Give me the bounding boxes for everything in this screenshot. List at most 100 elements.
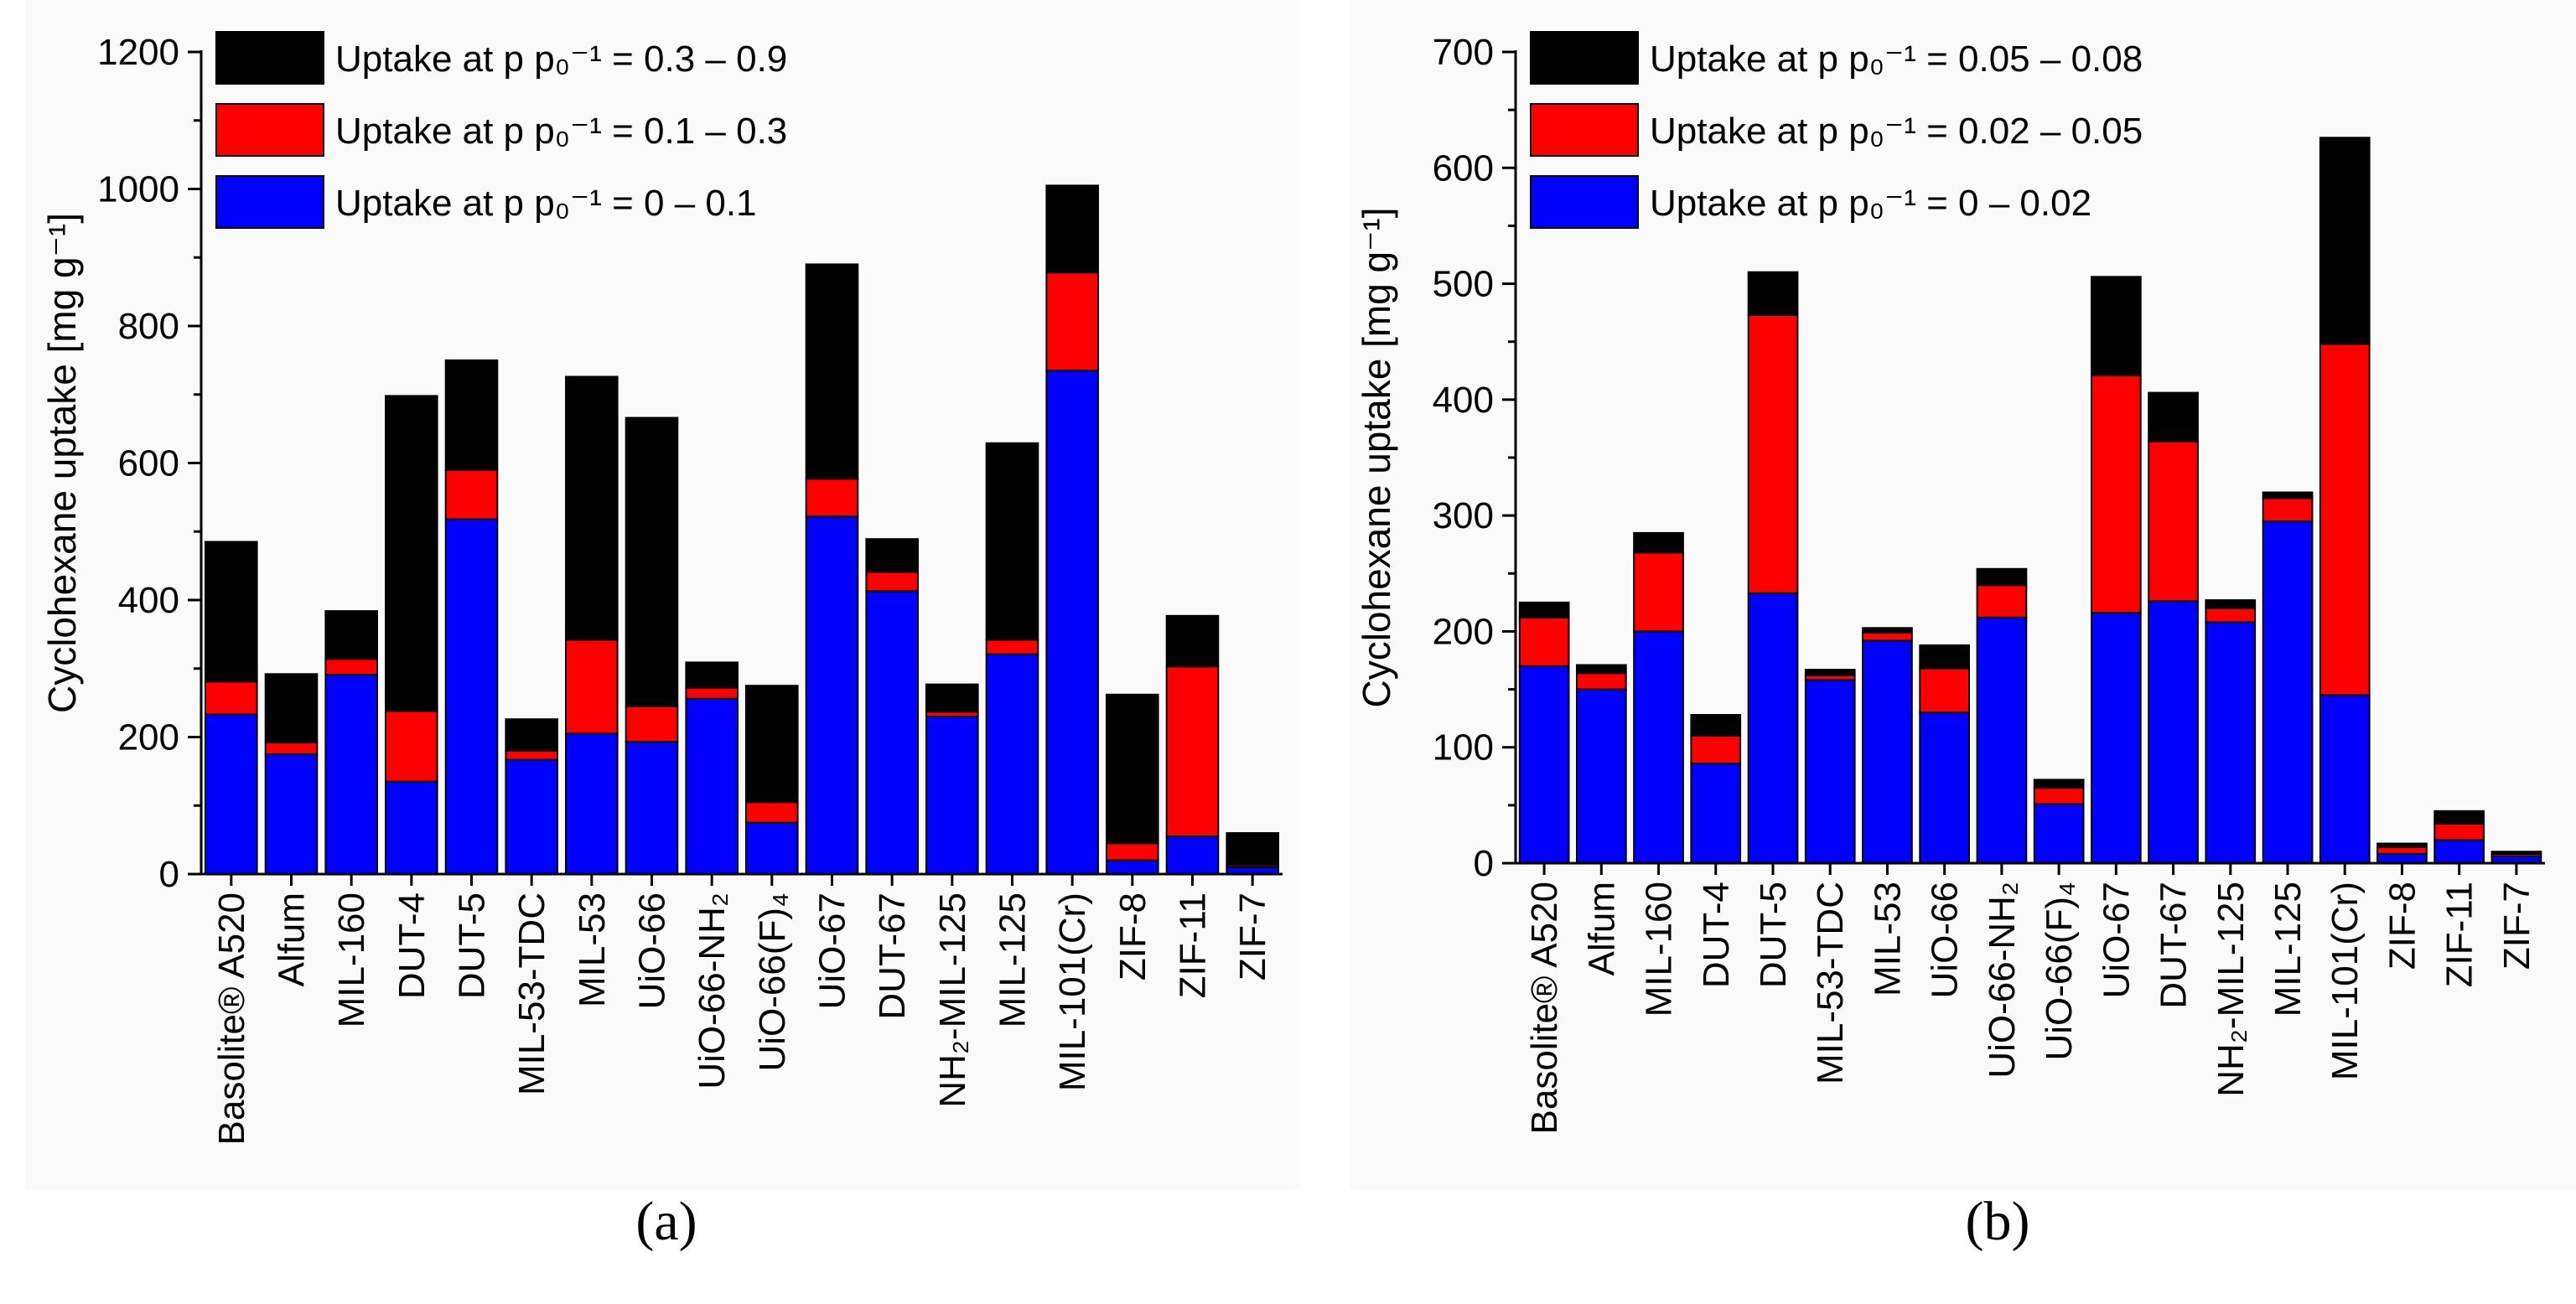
chart-a: 0 200 400 600 800 1000 1200 Cyclohexane uptake … [40, 31, 1283, 1146]
bar-dut-5-series-2 [1747, 313, 1799, 594]
bar-dut-67-series-1 [2148, 600, 2199, 864]
x-tick-label-uio-66: UiO-66 [1925, 882, 1966, 998]
bar-mil-160-series-2 [324, 658, 378, 676]
bar-zif-7-series-3 [2490, 851, 2542, 856]
bar-mil-53-tdc-series-3 [1804, 669, 1856, 676]
bar-dut-67-series-3 [865, 538, 920, 573]
legend-swatch-2 [215, 103, 324, 157]
bar-zif-8-series-2 [2376, 846, 2428, 855]
bar-uio-67-series-2 [2091, 374, 2142, 614]
y-ticks: 0 100 200 300 400 500 600 700 [1433, 32, 1516, 884]
x-tick-label-uio-66: UiO-66 [632, 893, 673, 1009]
bar-mil-101-cr-series-1 [2319, 694, 2371, 864]
panel-a: 0 200 400 600 800 1000 1200 Cyclohexane uptake … [25, 0, 1299, 1190]
bar-nh-mil-125-series-3 [925, 683, 979, 713]
bar-dut-5-series-3 [1747, 271, 1799, 316]
bar-mil-160-series-3 [324, 610, 378, 660]
x-tick-label-nh-mil-125: NH₂-MIL-125 [2211, 882, 2252, 1097]
legend-label-3: Uptake at p p₀⁻¹ = 0 – 0.02 [1650, 183, 2091, 224]
bar-dut-4-series-2 [385, 710, 438, 783]
caption-b: (b) [1965, 1191, 2030, 1252]
bar-mil-160-series-1 [324, 674, 378, 875]
y-tick-label: 400 [118, 580, 179, 621]
y-tick-label: 600 [118, 443, 179, 484]
bar-nh-mil-125-series-1 [925, 716, 979, 875]
y-tick-label: 0 [1474, 843, 1494, 884]
bar-uio-66-nh-series-2 [685, 686, 739, 700]
bar-dut-4-series-1 [385, 780, 438, 875]
bar-mil-160-series-1 [1633, 630, 1684, 865]
bar-uio-66-nh-series-3 [1976, 567, 2028, 587]
bar-mil-125-series-1 [985, 653, 1039, 875]
legend-swatch-1 [215, 31, 324, 85]
bar-zif-8-series-1 [1106, 859, 1159, 875]
bar-dut-4-series-3 [1690, 714, 1742, 737]
x-tick-label-mil-160: MIL-160 [1639, 882, 1680, 1017]
bar-mil-53-series-1 [1862, 639, 1913, 864]
legend-label-3: Uptake at p p₀⁻¹ = 0 – 0.1 [335, 183, 757, 224]
bar-dut-5-series-3 [444, 359, 499, 471]
y-axis-label: Cyclohexane uptake [mg g⁻¹] [1355, 207, 1398, 707]
x-tick-label-mil-53: MIL-53 [572, 893, 613, 1007]
bar-dut-67-series-1 [865, 590, 920, 876]
bar-dut-67-series-2 [2148, 440, 2199, 603]
y-tick-label: 500 [1433, 264, 1494, 305]
bar-alfum-series-3 [264, 673, 319, 744]
caption-a: (a) [635, 1191, 697, 1252]
bar-mil-53-series-3 [565, 375, 619, 641]
x-tick-label-mil-125: MIL-125 [993, 893, 1034, 1027]
y-tick-label: 300 [1433, 495, 1494, 536]
bar-mil-53-series-2 [565, 639, 619, 735]
x-tick-label-mil-101-cr: MIL-101(Cr) [1052, 893, 1093, 1091]
bar-nh-mil-125-series-3 [2205, 599, 2257, 609]
bar-alfum-series-2 [1576, 672, 1627, 691]
bar-zif-11-series-2 [1165, 665, 1220, 837]
bar-mil-53-series-3 [1862, 627, 1913, 634]
bar-mil-53-series-1 [565, 732, 619, 876]
bar-uio-67-series-3 [805, 263, 859, 480]
legend-label-2: Uptake at p p₀⁻¹ = 0.02 – 0.05 [1650, 111, 2143, 152]
bar-nh-mil-125-series-1 [2205, 621, 2257, 865]
bar-mil-101-cr-series-1 [1045, 370, 1100, 876]
y-tick-label: 200 [1433, 611, 1494, 652]
bar-dut-5-series-1 [1747, 592, 1799, 864]
bar-alfum-series-3 [1576, 664, 1627, 675]
bar-mil-125-series-3 [985, 442, 1039, 641]
bar-mil-125-series-1 [2262, 520, 2314, 864]
x-tick-label-zif-7: ZIF-7 [2496, 882, 2537, 970]
legend: Uptake at p p₀⁻¹ = 0.3 – 0.9 Uptake at p … [215, 31, 787, 229]
bar-mil-53-series-2 [1862, 631, 1913, 642]
x-tick-label-mil-53-tdc: MIL-53-TDC [511, 893, 552, 1095]
bar-alfum-series-1 [1576, 688, 1627, 864]
bar-zif-11-series-1 [2433, 839, 2485, 864]
x-tick-label-dut-67: DUT-67 [872, 893, 913, 1020]
bar-zif-8-series-1 [2376, 852, 2428, 865]
bar-uio-67-series-2 [805, 478, 859, 518]
bar-dut-4-series-3 [385, 395, 438, 712]
x-tick-label-dut-4: DUT-4 [391, 893, 433, 999]
bar-mil-101-cr-series-3 [2319, 137, 2371, 345]
bar-uio-67-series-1 [2091, 612, 2142, 864]
bar-alfum-series-2 [264, 742, 319, 755]
bar-basolite-a520-series-2 [1518, 616, 1570, 667]
y-tick-label: 600 [1433, 147, 1494, 189]
bar-uio-66-f-series-3 [2033, 779, 2085, 789]
bar-basolite-a520-series-3 [1518, 601, 1570, 618]
chart-b: 0 100 200 300 400 500 600 700 Cyclohexane uptake… [1355, 31, 2545, 1135]
bar-uio-66-series-2 [625, 705, 679, 743]
bar-uio-66-f-series-2 [2033, 787, 2085, 805]
bar-mil-101-cr-series-3 [1045, 184, 1100, 274]
bar-uio-66-series-1 [625, 741, 679, 876]
bar-mil-101-cr-series-2 [2319, 343, 2371, 696]
bar-dut-4-series-1 [1690, 763, 1742, 864]
x-tick-label-mil-53: MIL-53 [1867, 882, 1908, 996]
bars-b [1518, 137, 2542, 865]
x-tick-label-uio-67: UiO-67 [2096, 882, 2137, 998]
y-tick-label: 700 [1433, 32, 1494, 73]
x-ticks: Basolite® A520 Alfum MIL-160 DUT-4 DUT-5 MIL-… [1524, 863, 2537, 1135]
x-tick-label-mil-101-cr: MIL-101(Cr) [2325, 882, 2366, 1080]
x-tick-label-alfum: Alfum [272, 893, 313, 986]
x-tick-label-nh-mil-125: NH₂-MIL-125 [932, 893, 973, 1108]
bar-uio-66-f-series-2 [745, 801, 799, 824]
bar-zif-11-series-1 [1165, 836, 1220, 875]
